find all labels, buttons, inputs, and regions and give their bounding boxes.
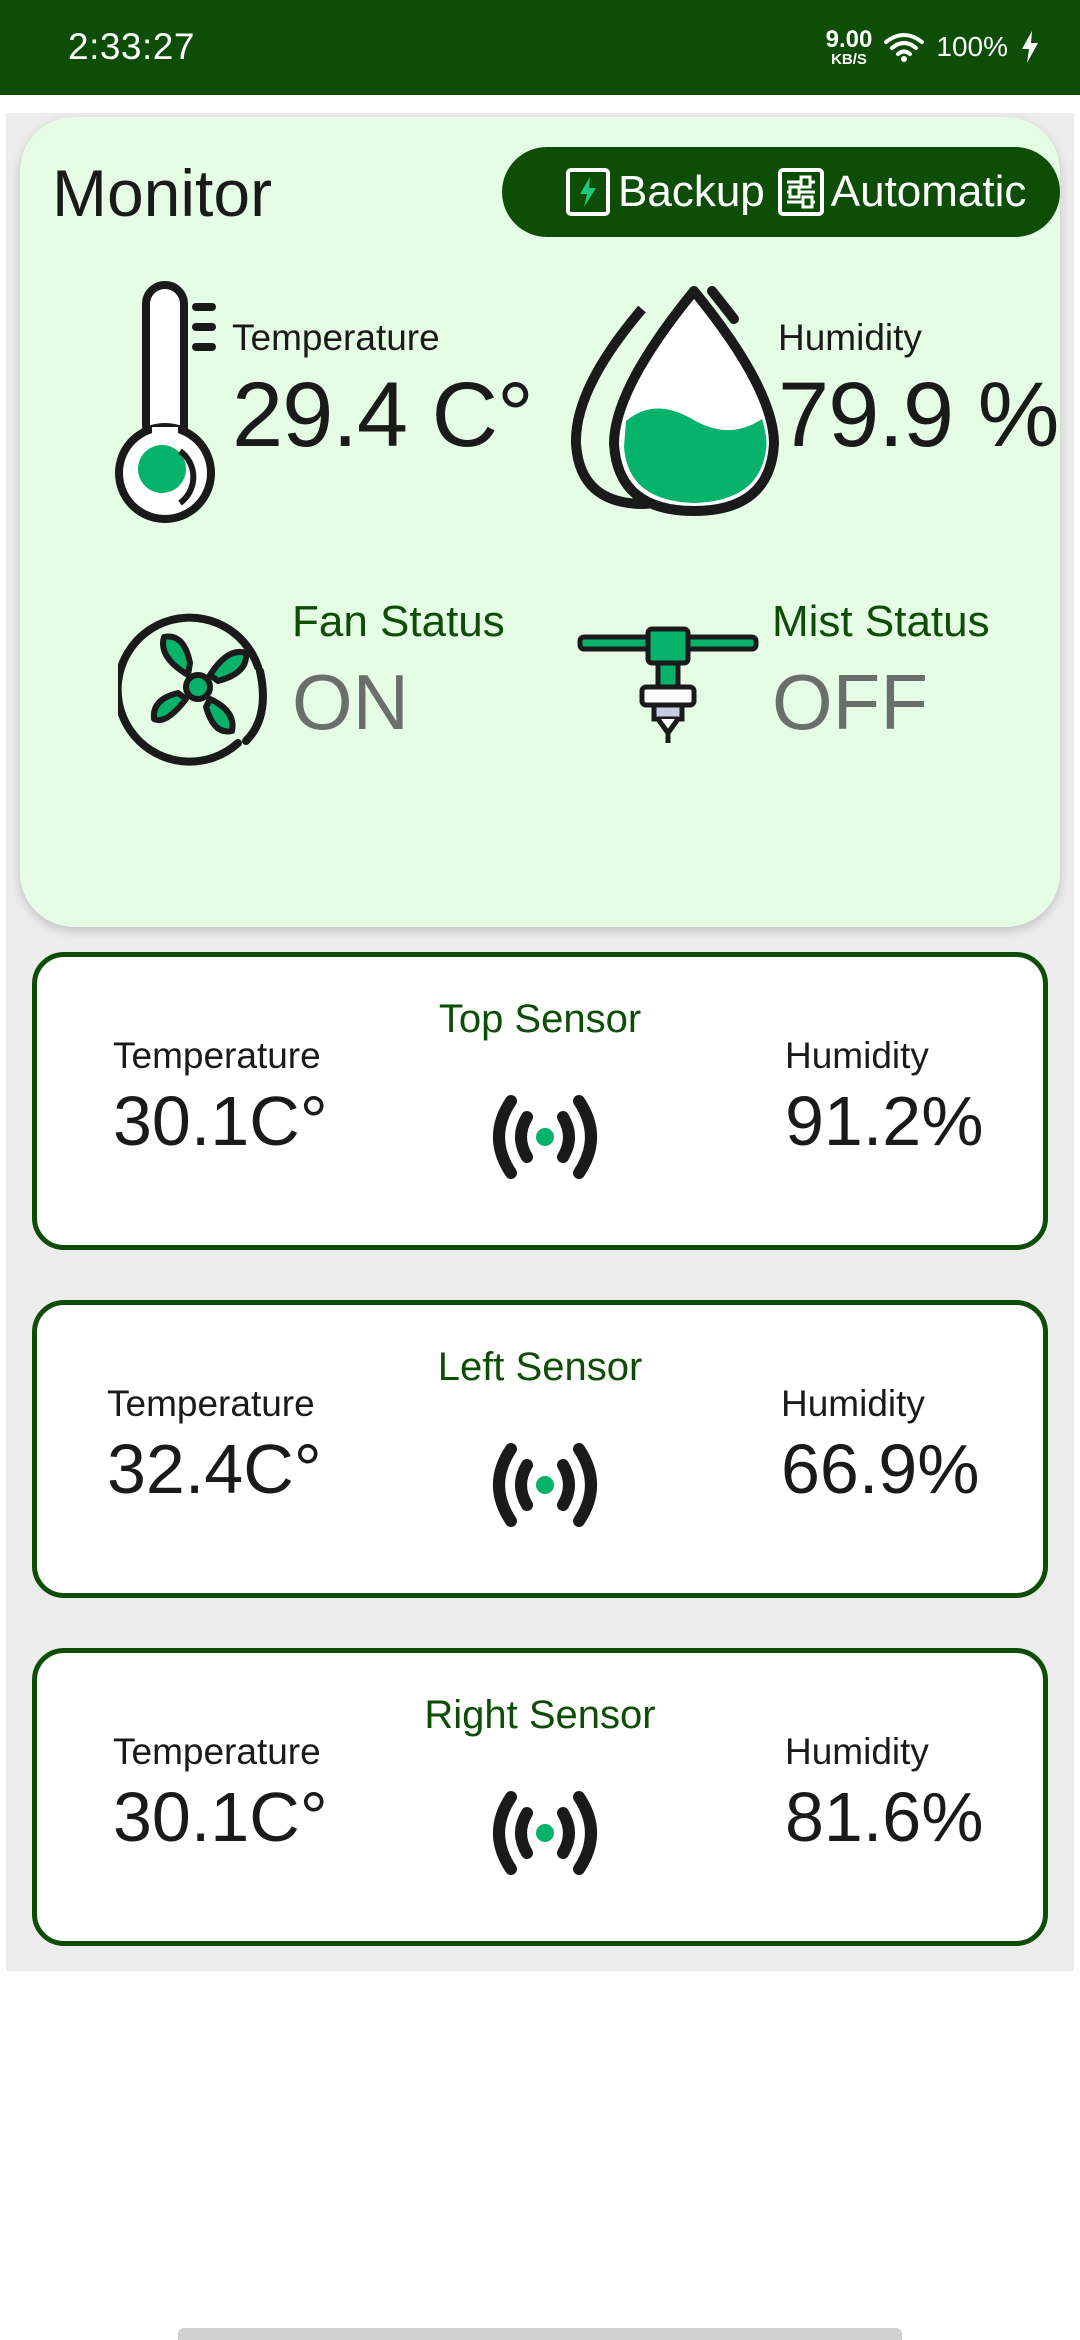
fan-icon [118,613,267,766]
status-right-group: 9.00 KB/S 100% [826,26,1040,68]
status-bar: 2:33:27 9.00 KB/S 100% [0,0,1080,95]
temperature-label: Temperature [232,317,440,358]
mist-sprinkler-icon [577,626,759,743]
sensor-humidity-value: 91.2% [785,1082,984,1160]
backup-button[interactable]: Backup [564,167,765,217]
signal-broadcast-icon [493,1791,597,1875]
automatic-button[interactable]: Automatic [777,167,1027,217]
sensor-temperature-label: Temperature [107,1383,315,1424]
mist-status-value: OFF [772,658,928,746]
monitor-title: Monitor [52,156,273,230]
water-drops-icon [570,286,779,516]
sensor-humidity-value: 66.9% [781,1430,980,1508]
sensor-card-right[interactable]: Right Sensor Temperature 30.1C° Humidity… [32,1648,1048,1946]
sensor-title: Left Sensor [437,1345,643,1389]
battery-bolt-icon [566,168,610,216]
signal-broadcast-icon [493,1095,597,1179]
sensor-temperature: Temperature 30.1C° [113,1035,328,1161]
sensor-temperature-label: Temperature [113,1035,321,1076]
mist-status-label: Mist Status [772,597,990,646]
navigation-gesture-bar[interactable] [178,2328,902,2340]
sensor-temperature: Temperature 30.1C° [113,1731,328,1857]
fan-status-label: Fan Status [292,597,505,646]
wifi-icon [884,33,925,62]
sensor-temperature: Temperature 32.4C° [107,1383,322,1509]
fan-status: Fan Status ON [292,597,505,748]
monitor-card: Monitor Backup Automat [20,117,1060,927]
sensor-humidity: Humidity 91.2% [785,1035,983,1161]
thermometer-icon [115,281,216,523]
sensor-card-top[interactable]: Top Sensor Temperature 30.1C° Humidity 9… [32,952,1048,1250]
humidity-label: Humidity [778,317,922,358]
sensor-temperature-value: 32.4C° [107,1430,322,1508]
sensor-humidity-label: Humidity [785,1035,929,1076]
fan-status-value: ON [292,658,409,746]
sensor-temperature-label: Temperature [113,1731,321,1772]
sensor-title: Right Sensor [424,1693,656,1737]
automatic-label: Automatic [830,167,1027,216]
battery-percent: 100% [936,31,1008,62]
mist-status: Mist Status OFF [772,597,990,748]
network-speed-value: 9.00 [825,25,873,53]
humidity-value: 79.9 % [778,364,1059,466]
sensor-card-left[interactable]: Left Sensor Temperature 32.4C° Humidity … [32,1300,1048,1598]
network-speed: 9.00 KB/S [825,25,873,68]
sliders-icon [777,168,824,216]
backup-label: Backup [618,167,765,216]
sensor-humidity-label: Humidity [785,1731,929,1772]
temperature-metric: Temperature 29.4 C° [232,317,534,468]
status-time: 2:33:27 [68,26,195,67]
mode-toggle-bar: Backup Automatic [502,147,1060,237]
sensor-humidity: Humidity 81.6% [785,1731,983,1857]
sensor-title: Top Sensor [438,997,642,1041]
temperature-value: 29.4 C° [232,364,534,466]
charging-icon [1022,31,1038,63]
sensor-temperature-value: 30.1C° [113,1778,328,1856]
network-speed-unit: KB/S [831,50,867,68]
signal-broadcast-icon [493,1443,597,1527]
sensor-humidity: Humidity 66.9% [781,1383,979,1509]
sensor-humidity-value: 81.6% [785,1778,984,1856]
sensor-humidity-label: Humidity [781,1383,925,1424]
sensor-temperature-value: 30.1C° [113,1082,328,1160]
main-content: Monitor Backup Automat [0,95,1080,1971]
humidity-metric: Humidity 79.9 % [778,317,1059,468]
